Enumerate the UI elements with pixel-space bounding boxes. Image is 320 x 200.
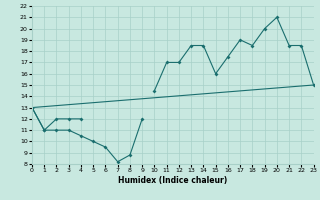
X-axis label: Humidex (Indice chaleur): Humidex (Indice chaleur) — [118, 176, 228, 185]
